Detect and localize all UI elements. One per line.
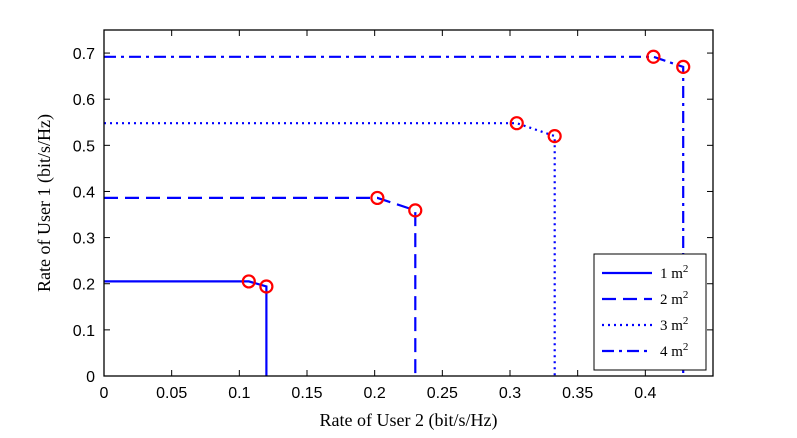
x-tick-label: 0.05 <box>156 385 187 402</box>
y-tick-label: 0.7 <box>73 46 95 63</box>
y-tick-label: 0.1 <box>73 323 95 340</box>
series-line-2 <box>104 196 417 376</box>
marker-1-2 <box>259 279 274 294</box>
x-tick-label: 0.3 <box>499 385 521 402</box>
marker-layer <box>241 49 691 294</box>
legend-box <box>593 253 707 371</box>
series-layer <box>104 55 685 376</box>
legend-label-text: 3 m <box>660 318 683 334</box>
x-tick-label: 0.4 <box>634 385 656 402</box>
y-tick-label: 0.4 <box>73 184 95 201</box>
series-line-1 <box>104 280 268 376</box>
legend-label-1: 1 m2 <box>660 263 688 282</box>
x-axis-ticks: 0 0.05 0.1 0.15 0.2 0.25 0.3 0.35 0.4 <box>100 30 657 402</box>
legend-label-3: 3 m2 <box>660 315 688 334</box>
y-tick-label: 0.2 <box>73 277 95 294</box>
y-axis-ticks: 0 0.1 0.2 0.3 0.4 0.5 0.6 0.7 <box>73 46 713 386</box>
marker-2-1 <box>370 190 385 206</box>
legend-label-text: 4 m <box>660 344 683 360</box>
x-tick-label: 0.35 <box>562 385 593 402</box>
legend-label-text: 1 m <box>660 266 683 282</box>
series-line-4 <box>104 55 685 376</box>
y-tick-label: 0.3 <box>73 231 95 248</box>
legend-label-4: 4 m2 <box>660 341 688 360</box>
marker-3-1 <box>509 116 524 131</box>
x-tick-label: 0.2 <box>364 385 386 402</box>
y-tick-label: 0 <box>86 369 95 386</box>
plot-frame <box>103 29 714 377</box>
y-axis-label: Rate of User 1 (bit/s/Hz) <box>34 114 55 292</box>
marker-3-2 <box>547 129 562 144</box>
legend-label-superscript: 2 <box>683 289 689 301</box>
marker-1-1 <box>241 274 256 289</box>
y-tick-label: 0.5 <box>73 138 95 155</box>
legend-label-superscript: 2 <box>683 341 689 353</box>
x-tick-label: 0.1 <box>228 385 250 402</box>
x-tick-label: 0.15 <box>291 385 322 402</box>
legend-label-2: 2 m2 <box>660 289 688 308</box>
legend: 1 m22 m23 m24 m2 <box>593 253 707 371</box>
legend-label-text: 2 m <box>660 292 683 308</box>
marker-4-1 <box>646 49 661 64</box>
y-tick-label: 0.6 <box>73 92 95 109</box>
x-axis-label: Rate of User 2 (bit/s/Hz) <box>320 410 498 431</box>
x-tick-label: 0.25 <box>427 385 458 402</box>
legend-label-superscript: 2 <box>683 315 689 327</box>
series-line-3 <box>104 122 556 376</box>
legend-label-superscript: 2 <box>683 263 689 275</box>
marker-2-2 <box>408 203 423 218</box>
marker-4-2 <box>676 59 691 75</box>
x-tick-label: 0 <box>100 385 109 402</box>
